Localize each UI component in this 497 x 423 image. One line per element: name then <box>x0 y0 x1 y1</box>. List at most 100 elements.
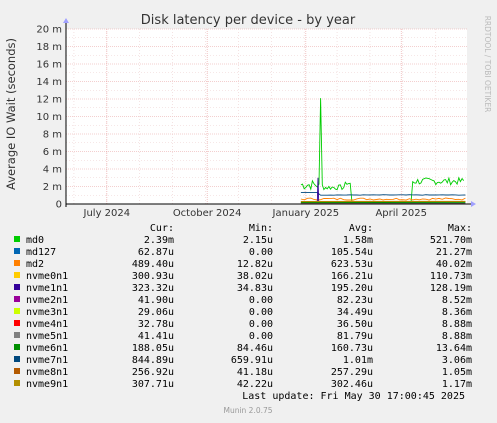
legend-series-name: md2 <box>26 259 44 270</box>
legend-header: Cur: <box>150 223 174 234</box>
legend-value: 8.88m <box>442 331 472 342</box>
legend-swatch <box>14 236 20 242</box>
legend-value: 160.73u <box>331 343 373 354</box>
rrdtool-side-label: RRDTOOL / TOBI OETIKER <box>483 16 492 113</box>
legend-swatch <box>14 368 20 374</box>
legend-value: 256.92u <box>132 367 174 378</box>
legend-value: 323.32u <box>132 283 174 294</box>
legend-series-name: nvme5n1 <box>26 331 68 342</box>
legend-value: 84.46u <box>237 343 273 354</box>
legend-swatch <box>14 380 20 386</box>
legend-value: 1.01m <box>343 355 373 366</box>
legend-value: 166.21u <box>331 271 373 282</box>
legend-value: 307.71u <box>132 379 174 390</box>
legend-value: 623.53u <box>331 259 373 270</box>
legend-value: 21.27m <box>436 247 472 258</box>
legend-value: 521.70m <box>430 235 472 246</box>
legend-header: Avg: <box>349 223 373 234</box>
legend-value: 0.00 <box>249 307 273 318</box>
legend-header: Min: <box>249 223 273 234</box>
legend-value: 82.23u <box>337 295 373 306</box>
legend-series-name: nvme6n1 <box>26 343 68 354</box>
legend-series-name: nvme3n1 <box>26 307 68 318</box>
legend-value: 34.49u <box>337 307 373 318</box>
legend-value: 36.50u <box>337 319 373 330</box>
y-tick-label: 16 m <box>36 60 62 71</box>
y-tick-label: 0 <box>56 200 62 211</box>
legend-series-name: md0 <box>26 235 44 246</box>
legend-swatch <box>14 356 20 362</box>
legend-series-name: nvme4n1 <box>26 319 68 330</box>
legend-value: 62.87u <box>138 247 174 258</box>
legend-value: 40.02m <box>436 259 472 270</box>
legend-series-name: md127 <box>26 247 56 258</box>
legend-value: 81.79u <box>337 331 373 342</box>
legend-value: 3.06m <box>442 355 472 366</box>
x-tick-label: October 2024 <box>173 208 242 219</box>
last-update: Last update: Fri May 30 17:00:45 2025 <box>242 391 465 402</box>
y-tick-label: 4 m <box>43 165 62 176</box>
legend-value: 110.73m <box>430 271 472 282</box>
legend-value: 0.00 <box>249 295 273 306</box>
legend-value: 2.15u <box>243 235 273 246</box>
legend-value: 12.82u <box>237 259 273 270</box>
legend-value: 195.20u <box>331 283 373 294</box>
munin-footer: Munin 2.0.75 <box>223 406 272 415</box>
legend-swatch <box>14 296 20 302</box>
legend-swatch <box>14 308 20 314</box>
legend-swatch <box>14 344 20 350</box>
legend-value: 300.93u <box>132 271 174 282</box>
legend-value: 844.89u <box>132 355 174 366</box>
legend-value: 41.41u <box>138 331 174 342</box>
x-tick-label: January 2025 <box>272 208 340 219</box>
legend-value: 659.91u <box>231 355 273 366</box>
y-tick-label: 18 m <box>36 42 62 53</box>
legend-series-name: nvme7n1 <box>26 355 68 366</box>
legend-series-name: nvme9n1 <box>26 379 68 390</box>
y-tick-label: 20 m <box>36 25 62 36</box>
legend-series-name: nvme2n1 <box>26 295 68 306</box>
legend-value: 41.90u <box>138 295 174 306</box>
legend-header: Max: <box>448 223 472 234</box>
legend-value: 1.17m <box>442 379 472 390</box>
legend-series-name: nvme8n1 <box>26 367 68 378</box>
legend-value: 1.05m <box>442 367 472 378</box>
legend-swatch <box>14 320 20 326</box>
y-tick-label: 2 m <box>43 182 62 193</box>
x-tick-label: July 2024 <box>83 208 131 219</box>
legend-value: 41.18u <box>237 367 273 378</box>
legend-value: 8.88m <box>442 319 472 330</box>
legend-value: 489.40u <box>132 259 174 270</box>
y-tick-label: 6 m <box>43 147 62 158</box>
legend-swatch <box>14 284 20 290</box>
legend-value: 128.19m <box>430 283 472 294</box>
y-tick-label: 8 m <box>43 130 62 141</box>
legend-value: 0.00 <box>249 331 273 342</box>
legend-swatch <box>14 260 20 266</box>
legend-value: 1.58m <box>343 235 373 246</box>
legend-value: 13.64m <box>436 343 472 354</box>
legend-swatch <box>14 248 20 254</box>
y-axis-label: Average IO Wait (seconds) <box>4 38 18 190</box>
legend-swatch <box>14 272 20 278</box>
legend-value: 257.29u <box>331 367 373 378</box>
legend-value: 29.06u <box>138 307 174 318</box>
y-tick-label: 12 m <box>36 95 62 106</box>
legend-value: 42.22u <box>237 379 273 390</box>
legend-value: 2.39m <box>144 235 174 246</box>
x-tick-label: April 2025 <box>375 208 426 219</box>
legend-value: 105.54u <box>331 247 373 258</box>
legend-value: 0.00 <box>249 319 273 330</box>
chart-title: Disk latency per device - by year <box>141 13 356 28</box>
legend-value: 8.36m <box>442 307 472 318</box>
legend-value: 8.52m <box>442 295 472 306</box>
legend-value: 34.83u <box>237 283 273 294</box>
legend-swatch <box>14 332 20 338</box>
legend-value: 0.00 <box>249 247 273 258</box>
y-tick-label: 14 m <box>36 77 62 88</box>
legend-value: 302.46u <box>331 379 373 390</box>
y-tick-label: 10 m <box>36 112 62 123</box>
legend-value: 32.78u <box>138 319 174 330</box>
